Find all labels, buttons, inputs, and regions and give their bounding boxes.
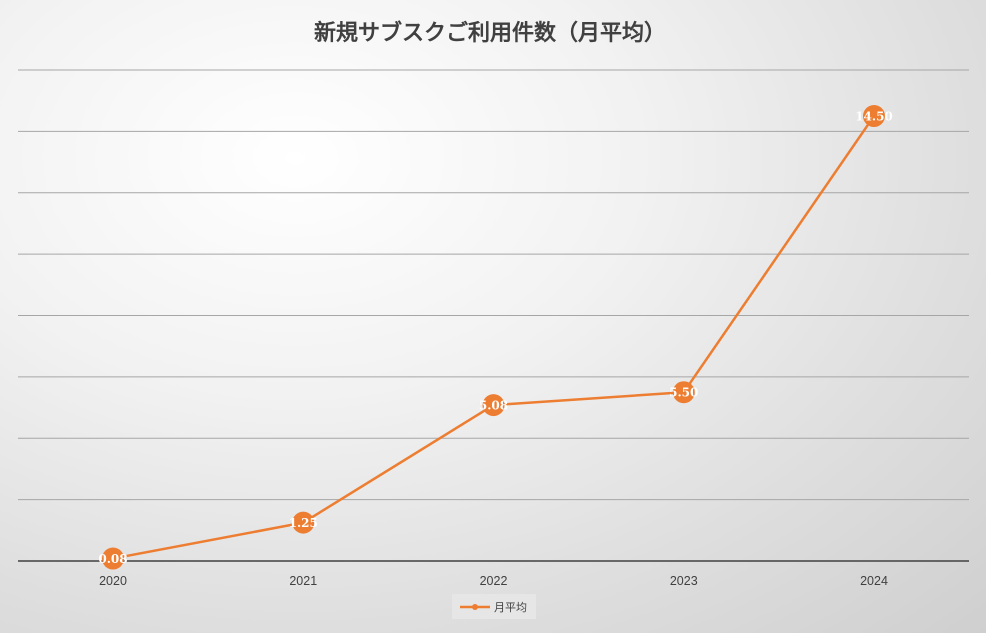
x-axis: 2020 2021 2022 2023 2024: [18, 560, 969, 588]
gridlines: [18, 69, 969, 501]
chart-title: 新規サブスクご利用件数（月平均）: [314, 20, 666, 46]
series-layer: [102, 105, 885, 570]
legend: 月平均: [452, 594, 536, 619]
data-label: 14.50: [855, 110, 893, 124]
x-tick-label: 2020: [99, 574, 127, 588]
series-line: [111, 114, 876, 560]
data-point: [102, 547, 124, 570]
data-point: [482, 394, 505, 417]
data-label: 0.08: [98, 552, 127, 566]
x-tick-label: 2023: [670, 574, 698, 588]
data-label: 5.50: [669, 386, 698, 400]
data-point: [672, 381, 695, 404]
x-tick-label: 2024: [860, 574, 888, 588]
data-point: [863, 105, 885, 128]
data-label: 5.08: [479, 399, 508, 413]
data-label: 1.25: [289, 516, 318, 530]
legend-marker-swatch: [472, 604, 478, 610]
legend-label: 月平均: [494, 601, 527, 614]
x-tick-label: 2022: [480, 574, 508, 588]
data-point: [292, 511, 315, 534]
data-labels: 0.08 1.25 5.08 5.50 14.50: [98, 110, 892, 567]
x-tick-label: 2021: [289, 574, 317, 588]
